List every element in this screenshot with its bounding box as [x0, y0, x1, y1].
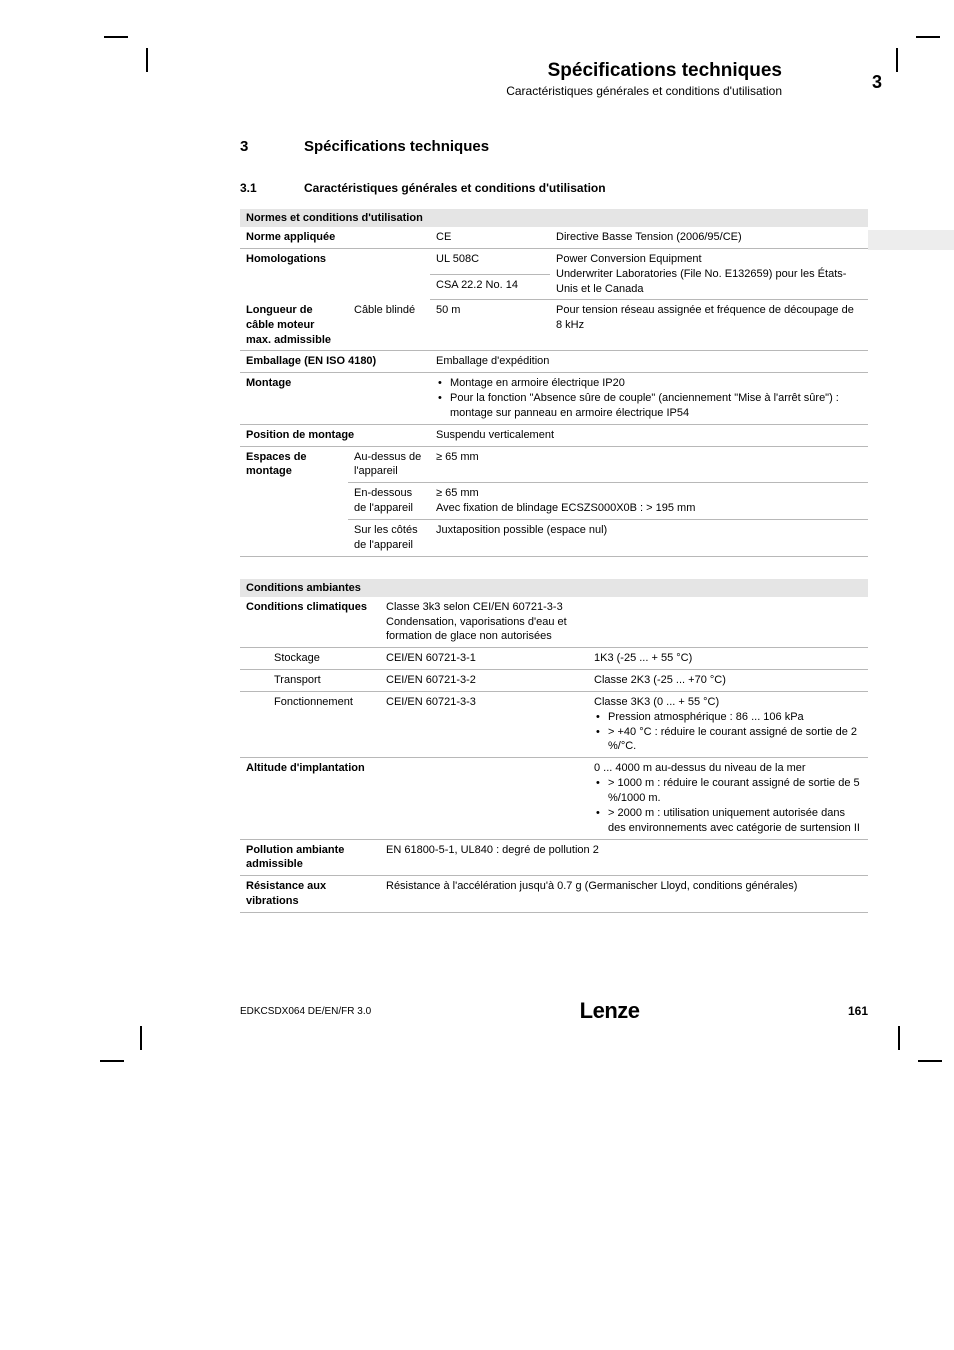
header-title: Spécifications techniques	[240, 60, 890, 82]
ambient-table: Conditions ambiantes Conditions climatiq…	[240, 579, 868, 913]
subsection-title: Caractéristiques générales et conditions…	[304, 181, 606, 195]
row-label: Emballage (EN ISO 4180)	[240, 351, 430, 373]
cell: Emballage d'expédition	[430, 351, 868, 373]
text: Avec fixation de blindage ECSZS000X0B : …	[436, 502, 695, 514]
list-item: Pression atmosphérique : 86 ... 106 kPa	[594, 710, 862, 725]
cell: Juxtaposition possible (espace nul)	[430, 520, 868, 557]
table-row: Stockage CEI/EN 60721-3-1 1K3 (-25 ... +…	[240, 648, 868, 670]
row-label: Position de montage	[240, 424, 430, 446]
page-header: Spécifications techniques Caractéristiqu…	[240, 60, 890, 98]
row-label: Fonctionnement	[240, 691, 380, 757]
text: Underwriter Laboratories (File No. E1326…	[556, 268, 846, 295]
cell: Au-dessus de l'appareil	[348, 446, 430, 483]
crop-mark	[916, 36, 940, 38]
table-row: Norme appliquée CE Directive Basse Tensi…	[240, 227, 868, 248]
cell	[380, 758, 588, 839]
cell: Pour tension réseau assignée et fréquenc…	[550, 300, 868, 351]
chapter-number: 3	[872, 72, 882, 93]
table-row: Transport CEI/EN 60721-3-2 Classe 2K3 (-…	[240, 670, 868, 692]
cell: Câble blindé	[348, 300, 430, 351]
doc-reference: EDKCSDX064 DE/EN/FR 3.0	[240, 1006, 371, 1017]
row-label: Transport	[240, 670, 380, 692]
row-label: Norme appliquée	[240, 227, 430, 248]
table-row: Pollution ambiante admissible EN 61800-5…	[240, 839, 868, 876]
table-row: Résistance aux vibrations Résistance à l…	[240, 876, 868, 913]
text: ≥ 65 mm	[436, 487, 479, 499]
crop-mark	[100, 1060, 124, 1062]
section-title: Spécifications techniques	[304, 138, 489, 155]
table-row: Montage Montage en armoire électrique IP…	[240, 373, 868, 425]
subsection-heading: 3.1 Caractéristiques générales et condit…	[240, 181, 890, 195]
standards-table: Normes et conditions d'utilisation Norme…	[240, 209, 868, 557]
text: Classe 3K3 (0 ... + 55 °C)	[594, 696, 719, 708]
crop-mark	[918, 1060, 942, 1062]
row-label: Espaces de montage	[240, 446, 348, 556]
cell: CSA 22.2 No. 14	[430, 274, 550, 300]
cell: Montage en armoire électrique IP20 Pour …	[430, 373, 868, 425]
crop-mark	[896, 48, 898, 72]
cell: 1K3 (-25 ... + 55 °C)	[588, 648, 868, 670]
list-item: > +40 °C : réduire le courant assigné de…	[594, 725, 862, 755]
page-content: Spécifications techniques Caractéristiqu…	[240, 60, 890, 913]
row-label: Résistance aux vibrations	[240, 876, 380, 913]
row-label: Longueur de câble moteur max. admissible	[240, 300, 348, 351]
cell: Classe 3k3 selon CEI/EN 60721-3-3 Conden…	[380, 597, 588, 648]
crop-mark	[140, 1026, 142, 1050]
text: Condensation, vaporisations d'eau et for…	[386, 616, 567, 643]
list-item: Pour la fonction "Absence sûre de couple…	[436, 391, 862, 421]
cell: CEI/EN 60721-3-3	[380, 691, 588, 757]
row-label: Montage	[240, 373, 430, 425]
section-num: 3	[240, 138, 276, 155]
text: Power Conversion Equipment	[556, 253, 702, 265]
cell: ≥ 65 mm Avec fixation de blindage ECSZS0…	[430, 483, 868, 520]
table-row: Emballage (EN ISO 4180) Emballage d'expé…	[240, 351, 868, 373]
crop-mark	[146, 48, 148, 72]
list-item: Montage en armoire électrique IP20	[436, 376, 862, 391]
subsection-num: 3.1	[240, 181, 276, 195]
cell: En-dessous de l'appareil	[348, 483, 430, 520]
table-row: Fonctionnement CEI/EN 60721-3-3 Classe 3…	[240, 691, 868, 757]
row-label: Stockage	[240, 648, 380, 670]
table-row: Homologations UL 508C Power Conversion E…	[240, 248, 868, 274]
cell: Classe 2K3 (-25 ... +70 °C)	[588, 670, 868, 692]
table-header: Conditions ambiantes	[240, 579, 868, 597]
cell: 50 m	[430, 300, 550, 351]
cell: CEI/EN 60721-3-2	[380, 670, 588, 692]
header-subtitle: Caractéristiques générales et conditions…	[240, 84, 890, 98]
cell: CEI/EN 60721-3-1	[380, 648, 588, 670]
crop-mark	[898, 1026, 900, 1050]
cell: Directive Basse Tension (2006/95/CE)	[550, 227, 868, 248]
row-label: Homologations	[240, 248, 430, 300]
cell: Résistance à l'accélération jusqu'à 0.7 …	[380, 876, 868, 913]
cell: Power Conversion Equipment Underwriter L…	[550, 248, 868, 300]
cell: ≥ 65 mm	[430, 446, 868, 483]
page-number: 161	[848, 1004, 868, 1018]
list-item: > 2000 m : utilisation uniquement autori…	[594, 806, 862, 836]
table-row: Conditions climatiques Classe 3k3 selon …	[240, 597, 868, 648]
cell: Sur les côtés de l'appareil	[348, 520, 430, 557]
cell	[588, 597, 868, 648]
cell: 0 ... 4000 m au-dessus du niveau de la m…	[588, 758, 868, 839]
page-footer: EDKCSDX064 DE/EN/FR 3.0 Lenze 161	[240, 998, 868, 1024]
cell: CE	[430, 227, 550, 248]
table-row: Altitude d'implantation 0 ... 4000 m au-…	[240, 758, 868, 839]
cell: Suspendu verticalement	[430, 424, 868, 446]
row-label: Altitude d'implantation	[240, 758, 380, 839]
row-label: Pollution ambiante admissible	[240, 839, 380, 876]
lenze-logo: Lenze	[580, 998, 640, 1024]
table-header: Normes et conditions d'utilisation	[240, 209, 868, 227]
table-row: Espaces de montage Au-dessus de l'appare…	[240, 446, 868, 483]
row-label: Conditions climatiques	[240, 597, 380, 648]
cell: Classe 3K3 (0 ... + 55 °C) Pression atmo…	[588, 691, 868, 757]
text: Classe 3k3 selon CEI/EN 60721-3-3	[386, 601, 563, 613]
cell: UL 508C	[430, 248, 550, 274]
table-row: Position de montage Suspendu verticaleme…	[240, 424, 868, 446]
table-row: Longueur de câble moteur max. admissible…	[240, 300, 868, 351]
list-item: > 1000 m : réduire le courant assigné de…	[594, 776, 862, 806]
section-heading: 3 Spécifications techniques	[240, 138, 890, 155]
text: 0 ... 4000 m au-dessus du niveau de la m…	[594, 762, 806, 774]
cell: EN 61800-5-1, UL840 : degré de pollution…	[380, 839, 868, 876]
crop-mark	[104, 36, 128, 38]
